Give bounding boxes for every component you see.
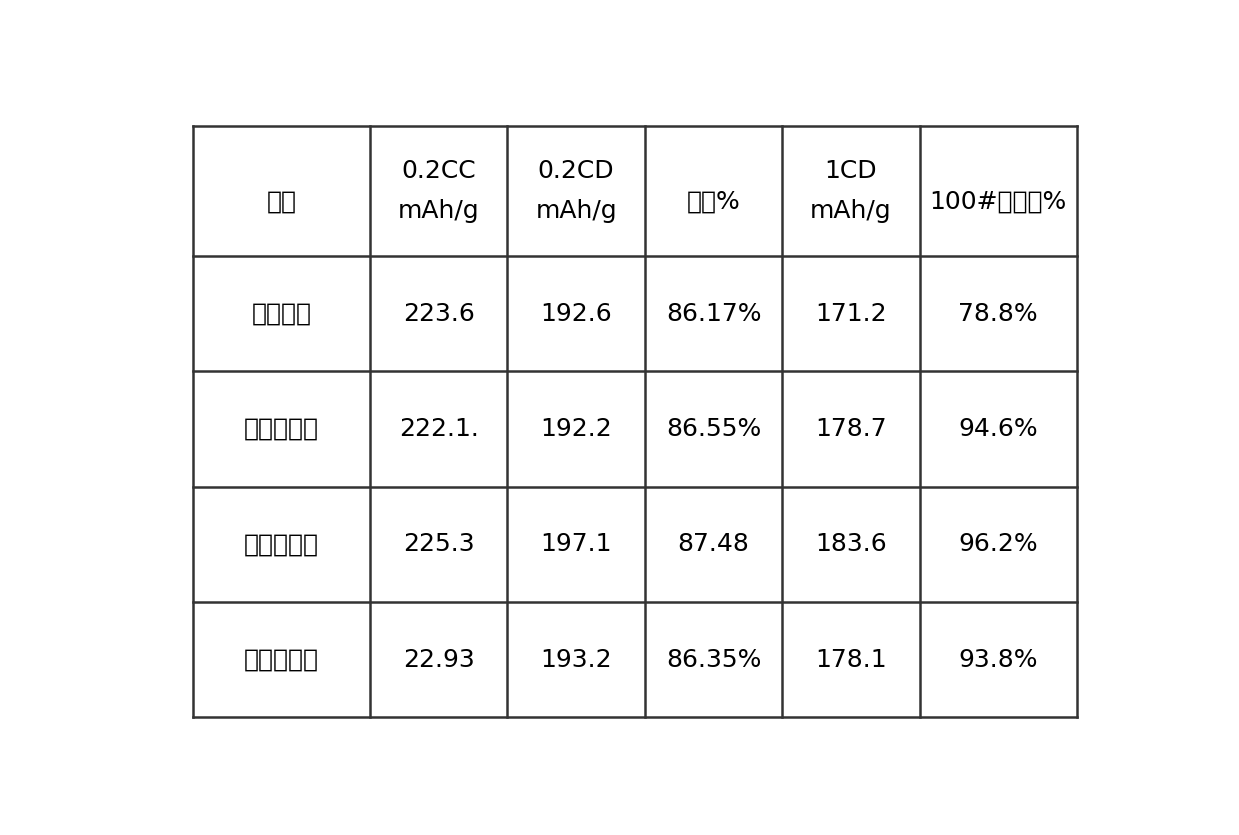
Text: 首效%: 首效% (686, 190, 741, 214)
Text: 94.6%: 94.6% (958, 417, 1038, 441)
Text: 197.1: 197.1 (540, 533, 612, 556)
Text: 0.2CD: 0.2CD (538, 159, 615, 184)
Text: 178.1: 178.1 (815, 648, 887, 672)
Text: 86.35%: 86.35% (665, 648, 761, 672)
Text: 87.48: 87.48 (678, 533, 750, 556)
Text: 22.93: 22.93 (403, 648, 475, 672)
Text: 225.3: 225.3 (403, 533, 475, 556)
Text: 78.8%: 78.8% (958, 301, 1038, 326)
Text: mAh/g: mAh/g (535, 199, 617, 222)
Text: 93.8%: 93.8% (959, 648, 1038, 672)
Text: 96.2%: 96.2% (958, 533, 1038, 556)
Text: 192.6: 192.6 (540, 301, 612, 326)
Text: 222.1.: 222.1. (399, 417, 478, 441)
Text: 183.6: 183.6 (815, 533, 887, 556)
Text: mAh/g: mAh/g (398, 199, 479, 222)
Text: 178.7: 178.7 (815, 417, 887, 441)
Text: mAh/g: mAh/g (810, 199, 892, 222)
Text: 目标产物二: 目标产物二 (244, 533, 320, 556)
Text: 0.2CC: 0.2CC (401, 159, 476, 184)
Text: 171.2: 171.2 (815, 301, 887, 326)
Text: 193.2: 193.2 (540, 648, 612, 672)
Text: 目标产物二: 目标产物二 (244, 648, 320, 672)
Text: 223.6: 223.6 (403, 301, 475, 326)
Text: 目标产物一: 目标产物一 (244, 417, 320, 441)
Text: 100#保持率%: 100#保持率% (929, 190, 1067, 214)
Text: 1CD: 1CD (825, 159, 877, 184)
Text: 样品: 样品 (266, 190, 296, 214)
Text: 86.17%: 86.17% (665, 301, 761, 326)
Text: 192.2: 192.2 (540, 417, 612, 441)
Text: 对比产物: 对比产物 (252, 301, 312, 326)
Text: 86.55%: 86.55% (665, 417, 761, 441)
